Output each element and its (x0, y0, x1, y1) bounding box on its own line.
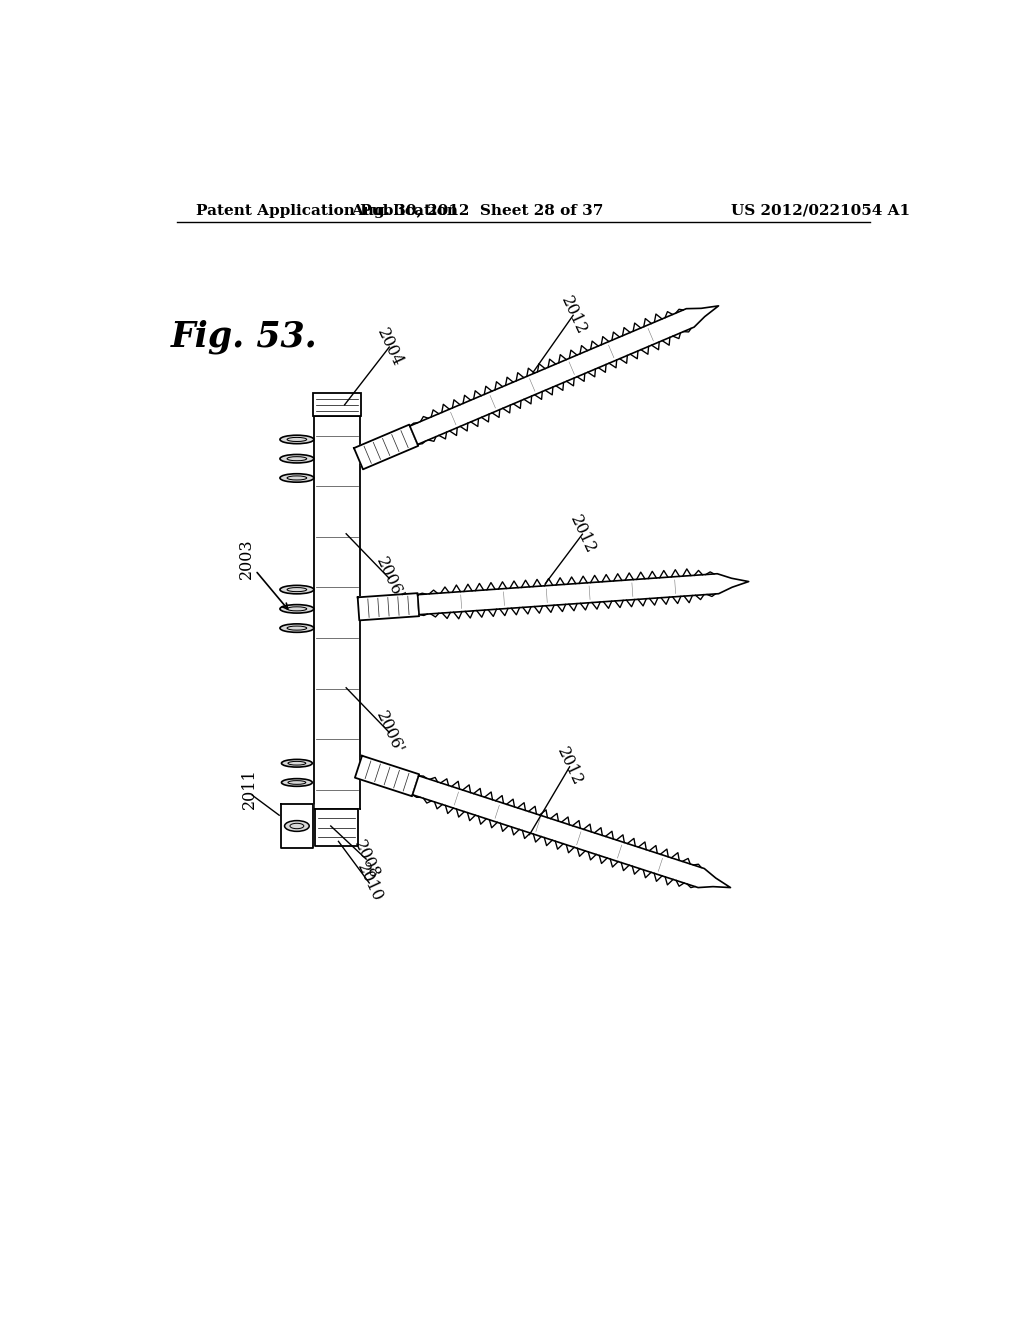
Polygon shape (354, 425, 418, 470)
Text: 2006': 2006' (372, 709, 407, 756)
Polygon shape (355, 756, 419, 796)
Polygon shape (413, 776, 730, 887)
Ellipse shape (280, 605, 313, 612)
Polygon shape (357, 593, 419, 620)
Text: Aug. 30, 2012  Sheet 28 of 37: Aug. 30, 2012 Sheet 28 of 37 (351, 203, 603, 218)
Polygon shape (418, 574, 749, 615)
Text: 2006': 2006' (372, 554, 407, 602)
FancyBboxPatch shape (313, 393, 360, 416)
Text: 2011: 2011 (241, 768, 258, 809)
Ellipse shape (280, 624, 313, 632)
Text: 2004: 2004 (373, 325, 406, 370)
Text: 2012: 2012 (553, 744, 586, 789)
Ellipse shape (282, 759, 312, 767)
Ellipse shape (280, 436, 313, 444)
Text: 2012: 2012 (557, 293, 590, 338)
Text: Patent Application Publication: Patent Application Publication (196, 203, 458, 218)
Ellipse shape (280, 585, 313, 594)
Text: 2008: 2008 (350, 837, 383, 882)
Polygon shape (410, 306, 719, 445)
Ellipse shape (280, 454, 313, 463)
Ellipse shape (282, 779, 312, 787)
Text: 2010: 2010 (353, 861, 386, 906)
Text: US 2012/0221054 A1: US 2012/0221054 A1 (731, 203, 910, 218)
Ellipse shape (280, 474, 313, 482)
Polygon shape (315, 809, 358, 846)
Text: 2012: 2012 (566, 512, 599, 556)
Ellipse shape (285, 821, 309, 832)
Polygon shape (313, 416, 360, 809)
Text: Fig. 53.: Fig. 53. (171, 319, 317, 354)
Polygon shape (281, 804, 313, 849)
Text: 2003: 2003 (238, 539, 255, 579)
